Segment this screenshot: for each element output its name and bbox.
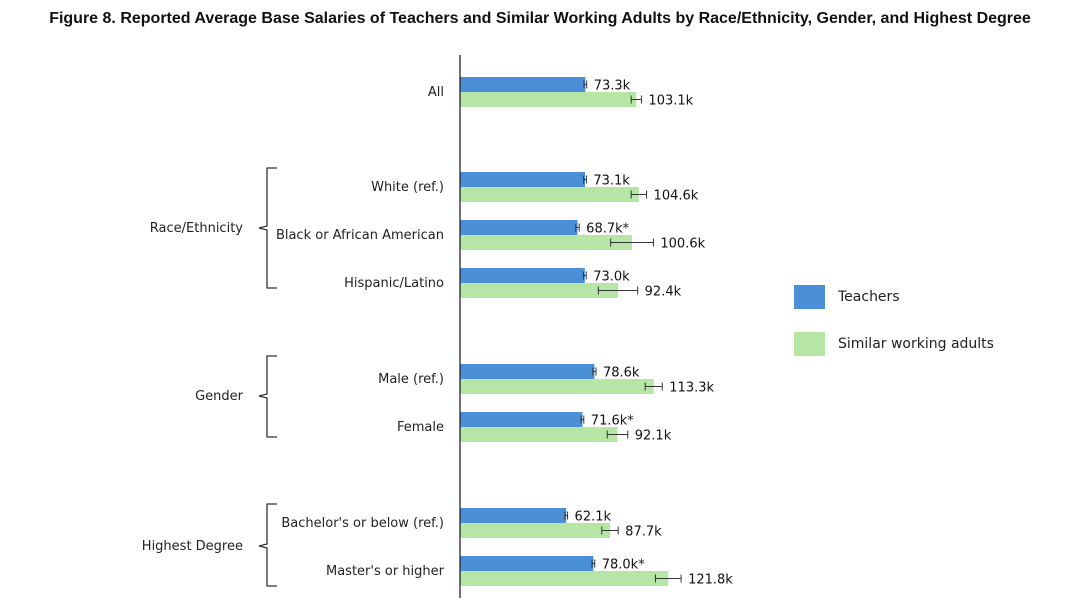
bar-similar-working-adults-master-s-or-higher [460,571,669,586]
error-bar-similar-working-adults-male-ref [644,382,663,391]
error-bar-similar-working-adults-bachelor-s-or-below-ref [601,526,619,535]
chart-title: Figure 8. Reported Average Base Salaries… [49,10,1031,27]
error-bar-teachers-hispanic-latino [582,271,587,280]
bar-teachers-master-s-or-higher [460,556,594,571]
error-bar-teachers-male-ref [592,367,597,376]
error-bar-similar-working-adults-all [630,95,642,104]
bar-teachers-bachelor-s-or-below-ref [460,508,567,523]
legend-swatch-similar-working-adults [794,332,825,356]
data-label-similar-working-adults-master-s-or-higher: 121.8k [688,573,733,588]
group-label-gender: Gender [195,389,244,404]
data-label-teachers-hispanic-latino: 73.0k [593,270,630,285]
category-label-white-ref: White (ref.) [371,180,444,195]
bar-similar-working-adults-white-ref [460,187,639,202]
error-bar-teachers-black-or-african-american [575,223,580,232]
data-label-teachers-black-or-african-american: 68.7k* [586,222,629,237]
data-label-similar-working-adults-hispanic-latino: 92.4k [645,285,682,300]
data-label-teachers-white-ref: 73.1k [593,174,630,189]
bar-similar-working-adults-male-ref [460,379,654,394]
category-label-hispanic-latino: Hispanic/Latino [344,276,444,291]
group-label-race-ethnicity: Race/Ethnicity [150,221,243,236]
bar-similar-working-adults-hispanic-latino [460,283,619,298]
data-label-similar-working-adults-female: 92.1k [635,429,672,444]
legend-label-similar-working-adults: Similar working adults [838,336,994,352]
error-bar-teachers-all [583,80,588,89]
data-label-teachers-master-s-or-higher: 78.0k* [602,558,645,573]
category-label-all: All [428,85,444,100]
bar-teachers-white-ref [460,172,586,187]
group-bracket-highest-degree [258,503,277,587]
error-bar-similar-working-adults-female [606,430,629,439]
bar-similar-working-adults-female [460,427,618,442]
group-label-highest-degree: Highest Degree [142,539,243,554]
bar-teachers-hispanic-latino [460,268,585,283]
bar-teachers-all [460,77,586,92]
legend-label-teachers: Teachers [837,289,900,305]
category-label-male-ref: Male (ref.) [378,372,444,387]
error-bar-similar-working-adults-master-s-or-higher [654,574,682,583]
error-bar-similar-working-adults-hispanic-latino [597,286,639,295]
data-label-similar-working-adults-white-ref: 104.6k [654,189,699,204]
bar-teachers-male-ref [460,364,595,379]
error-bar-similar-working-adults-black-or-african-american [610,238,654,247]
data-label-similar-working-adults-male-ref: 113.3k [669,381,714,396]
data-label-similar-working-adults-all: 103.1k [648,94,693,109]
data-label-similar-working-adults-bachelor-s-or-below-ref: 87.7k [625,525,662,540]
data-label-similar-working-adults-black-or-african-american: 100.6k [660,237,705,252]
error-bar-teachers-white-ref [583,175,587,184]
bar-teachers-female [460,412,583,427]
bar-similar-working-adults-all [460,92,637,107]
legend-swatch-teachers [794,285,825,309]
category-label-black-or-african-american: Black or African American [276,228,444,243]
bar-similar-working-adults-black-or-african-american [460,235,633,250]
error-bar-teachers-female [580,415,585,424]
data-label-teachers-male-ref: 78.6k [603,366,640,381]
data-label-teachers-bachelor-s-or-below-ref: 62.1k [575,510,612,525]
error-bar-teachers-master-s-or-higher [591,559,596,568]
category-label-bachelor-s-or-below-ref: Bachelor's or below (ref.) [281,516,444,531]
category-label-female: Female [397,420,444,435]
error-bar-similar-working-adults-white-ref [630,190,648,199]
data-label-teachers-all: 73.3k [594,79,631,94]
category-label-master-s-or-higher: Master's or higher [326,564,445,579]
bar-teachers-black-or-african-american [460,220,578,235]
bar-similar-working-adults-bachelor-s-or-below-ref [460,523,610,538]
group-bracket-race-ethnicity [258,167,277,289]
error-bar-teachers-bachelor-s-or-below-ref [564,511,569,520]
data-label-teachers-female: 71.6k* [591,414,634,429]
group-bracket-gender [258,355,277,438]
